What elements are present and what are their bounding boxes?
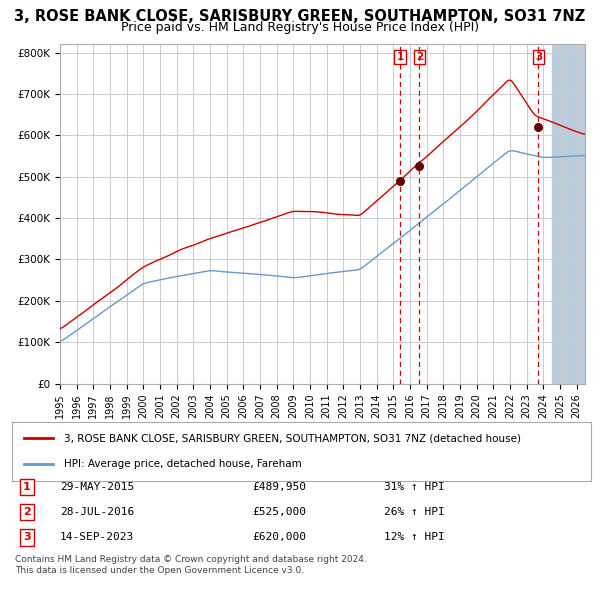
- Text: 14-SEP-2023: 14-SEP-2023: [60, 533, 134, 542]
- Text: Price paid vs. HM Land Registry's House Price Index (HPI): Price paid vs. HM Land Registry's House …: [121, 21, 479, 34]
- Text: 31% ↑ HPI: 31% ↑ HPI: [384, 482, 445, 491]
- Text: 2: 2: [416, 52, 423, 62]
- Text: 29-MAY-2015: 29-MAY-2015: [60, 482, 134, 491]
- Text: £620,000: £620,000: [252, 533, 306, 542]
- Bar: [551, 44, 600, 384]
- Text: 12% ↑ HPI: 12% ↑ HPI: [384, 533, 445, 542]
- Text: 26% ↑ HPI: 26% ↑ HPI: [384, 507, 445, 517]
- Text: 3: 3: [23, 533, 31, 542]
- Text: £489,950: £489,950: [252, 482, 306, 491]
- Text: 3, ROSE BANK CLOSE, SARISBURY GREEN, SOUTHAMPTON, SO31 7NZ: 3, ROSE BANK CLOSE, SARISBURY GREEN, SOU…: [14, 9, 586, 24]
- Text: Contains HM Land Registry data © Crown copyright and database right 2024.
This d: Contains HM Land Registry data © Crown c…: [15, 555, 367, 575]
- Text: 3: 3: [535, 52, 542, 62]
- Text: 2: 2: [23, 507, 31, 517]
- Text: 1: 1: [23, 482, 31, 491]
- Text: HPI: Average price, detached house, Fareham: HPI: Average price, detached house, Fare…: [64, 460, 302, 469]
- Text: 1: 1: [397, 52, 404, 62]
- Text: £525,000: £525,000: [252, 507, 306, 517]
- Text: 28-JUL-2016: 28-JUL-2016: [60, 507, 134, 517]
- Bar: [551, 44, 600, 384]
- Text: 3, ROSE BANK CLOSE, SARISBURY GREEN, SOUTHAMPTON, SO31 7NZ (detached house): 3, ROSE BANK CLOSE, SARISBURY GREEN, SOU…: [64, 434, 521, 443]
